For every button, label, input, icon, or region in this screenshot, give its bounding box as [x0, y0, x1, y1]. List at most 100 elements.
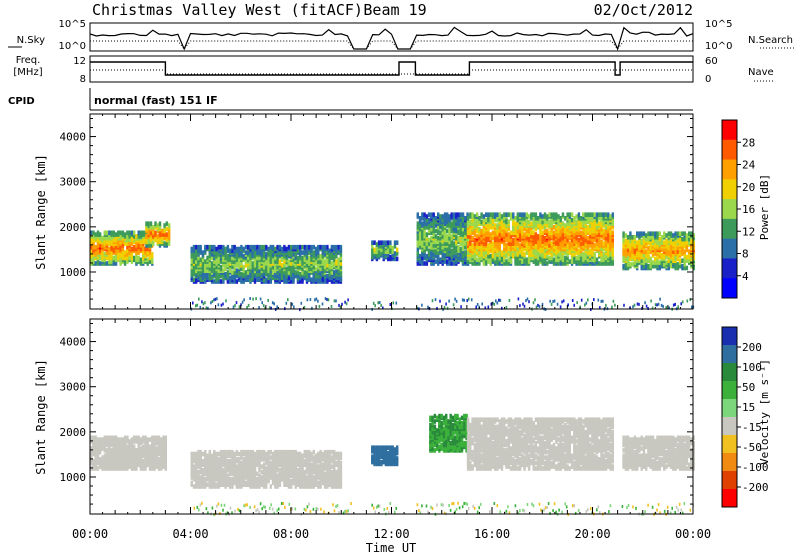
power-ground-scatter-cell — [241, 300, 244, 304]
power-echo-cell — [566, 216, 569, 221]
power-echo-cell — [233, 266, 236, 272]
power-echo-cell — [466, 241, 470, 246]
power-echo-cell — [534, 223, 538, 228]
power-echo-cell — [566, 221, 569, 226]
power-echo-cell — [210, 255, 214, 261]
velocity-echo-cell — [99, 444, 102, 450]
power-echo-cell — [496, 243, 499, 248]
power-echo-cell — [323, 259, 327, 264]
power-ground-scatter-cell — [213, 298, 215, 302]
power-echo-cell — [584, 230, 587, 236]
power-echo-cell — [165, 226, 168, 232]
power-echo-cell — [509, 241, 513, 246]
power-ground-scatter-cell — [523, 304, 526, 308]
velocity-echo-cell — [195, 480, 198, 486]
power-echo-cell — [471, 246, 474, 252]
power-echo-cell — [110, 230, 113, 236]
velocity-echo-cell — [226, 449, 230, 455]
power-echo-cell — [570, 217, 574, 223]
power-echo-cell — [197, 270, 200, 275]
velocity-echo-cell — [157, 442, 161, 448]
power-echo-cell — [546, 228, 549, 234]
power-echo-cell — [278, 277, 282, 282]
power-echo-cell — [681, 236, 684, 242]
power-ground-scatter-cell — [623, 303, 625, 307]
power-echo-cell — [543, 248, 547, 254]
power-echo-cell — [636, 240, 639, 245]
velocity-echo-cell — [192, 484, 196, 489]
power-echo-cell — [235, 279, 239, 284]
power-echo-cell — [375, 249, 379, 254]
power-ground-scatter-cell — [587, 298, 589, 302]
power-echo-cell — [244, 250, 248, 255]
power-echo-cell — [591, 243, 594, 248]
power-echo-cell — [192, 244, 196, 250]
power-echo-cell — [326, 250, 329, 255]
power-echo-cell — [256, 275, 259, 281]
power-echo-cell — [491, 217, 495, 223]
power-ground-scatter-cell — [314, 298, 316, 302]
velocity-echo-cell — [103, 448, 106, 453]
power-echo-cell — [642, 235, 646, 240]
power-echo-cell — [527, 214, 531, 219]
power-ground-scatter-cell — [654, 303, 657, 307]
power-echo-cell — [373, 247, 376, 253]
power-ground-scatter-cell — [597, 298, 600, 302]
power-echo-cell — [452, 226, 456, 232]
power-echo-cell — [516, 212, 519, 217]
power-echo-cell — [640, 258, 643, 263]
power-echo-cell — [126, 248, 129, 254]
power-echo-cell — [224, 272, 227, 277]
power-echo-cell — [92, 255, 95, 261]
velocity-echo-cell — [213, 477, 216, 482]
power-echo-cell — [204, 259, 207, 264]
power-echo-cell — [165, 232, 168, 237]
power-echo-cell — [326, 244, 329, 250]
power-ground-scatter-cell — [580, 298, 583, 302]
power-echo-cell — [389, 240, 392, 245]
power-echo-cell — [557, 241, 560, 246]
power-echo-cell — [507, 257, 510, 263]
power-echo-cell — [455, 239, 458, 245]
power-echo-cell — [195, 263, 198, 268]
power-echo-cell — [448, 255, 451, 261]
velocity-echo-cell — [126, 457, 129, 462]
power-echo-cell — [607, 221, 610, 226]
power-echo-cell — [624, 238, 628, 244]
power-echo-cell — [269, 250, 272, 255]
power-echo-cell — [267, 279, 270, 284]
power-echo-cell — [253, 273, 257, 279]
power-echo-cell — [441, 226, 444, 232]
power-echo-cell — [434, 228, 438, 234]
power-echo-cell — [642, 249, 646, 254]
power-echo-cell — [119, 230, 122, 236]
power-ground-scatter-cell — [446, 306, 449, 310]
velocity-echo-cell — [130, 455, 134, 460]
power-echo-cell — [235, 268, 239, 273]
velocity-echo-cell — [135, 453, 138, 459]
power-echo-cell — [626, 265, 630, 271]
power-echo-cell — [256, 259, 259, 264]
power-echo-cell — [489, 243, 492, 248]
power-echo-cell — [466, 216, 470, 221]
power-echo-cell — [133, 255, 136, 261]
power-echo-cell — [99, 243, 102, 248]
power-ground-scatter-cell — [681, 300, 684, 304]
power-echo-cell — [276, 244, 279, 250]
power-echo-cell — [598, 241, 601, 246]
velocity-echo-cell — [135, 460, 138, 466]
power-echo-cell — [692, 233, 695, 238]
power-echo-cell — [443, 228, 447, 234]
power-echo-cell — [256, 255, 259, 261]
power-ground-scatter-cell — [324, 297, 327, 301]
power-ground-scatter-cell — [537, 303, 539, 307]
power-ground-scatter-cell — [493, 302, 496, 306]
power-echo-cell — [512, 241, 515, 246]
power-echo-cell — [135, 234, 138, 239]
velocity-echo-cell — [155, 460, 158, 466]
power-echo-cell — [423, 241, 426, 246]
power-echo-cell — [448, 235, 451, 241]
velocity-echo-cell — [144, 453, 147, 459]
power-echo-cell — [217, 275, 220, 281]
power-ground-scatter-cell — [650, 299, 652, 303]
